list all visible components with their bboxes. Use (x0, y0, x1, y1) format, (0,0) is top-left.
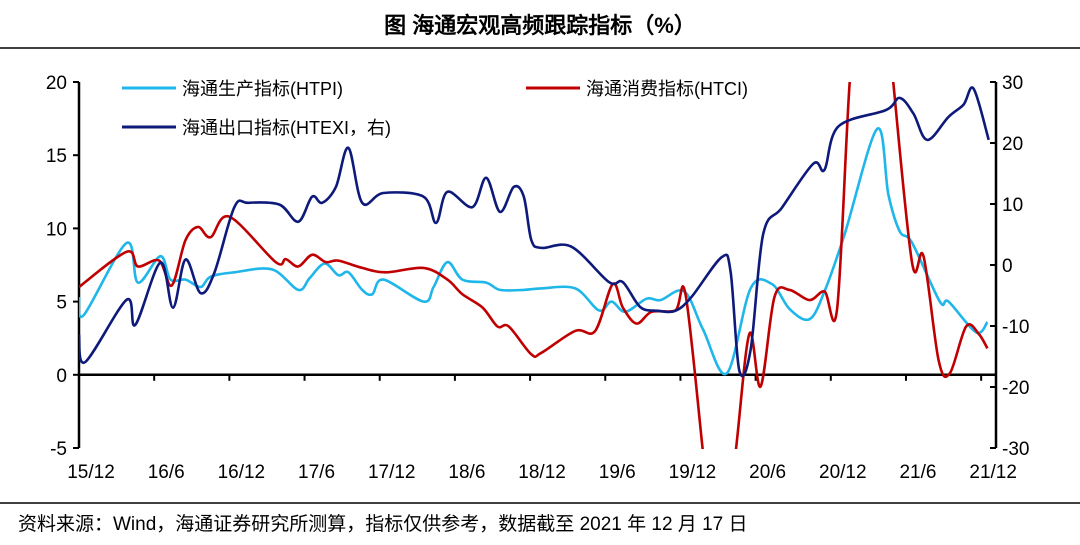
right-axis-tick-label: -20 (1002, 378, 1029, 399)
left-axis-tick-label: 5 (56, 293, 67, 314)
right-axis-tick-label: 10 (1002, 195, 1023, 216)
legend: 海通生产指标(HTPI) 海通消费指标(HTCI) 海通出口指标(HTEXI，右) (122, 79, 748, 138)
left-axis-tick-label: 20 (46, 73, 67, 94)
right-axis-tick-label: 20 (1002, 134, 1023, 155)
series-line-htpi (79, 127, 989, 376)
left-axis-tick-label: 0 (56, 366, 67, 387)
axes: -5 0 5 10 15 20 -30 -20 -10 0 10 20 30 15/12 16/6 16/12… (46, 73, 1030, 483)
x-axis-tick-label: 19/12 (669, 462, 717, 483)
left-axis-tick-label: -5 (50, 439, 67, 460)
right-axis-tick-label: 0 (1002, 256, 1013, 277)
x-axis-tick-label: 20/12 (819, 462, 867, 483)
right-axis-tick-label: -30 (1002, 439, 1029, 460)
x-axis-tick-label: 15/12 (67, 462, 115, 483)
x-axis-tick-label: 17/12 (368, 462, 416, 483)
series-group (79, 82, 990, 449)
x-axis-tick-label: 18/6 (448, 462, 485, 483)
series-line-htexi (79, 86, 990, 378)
x-axis-tick-label: 17/6 (298, 462, 335, 483)
source-note: 资料来源：Wind，海通证券研究所测算，指标仅供参考，数据截至 2021 年 1… (18, 513, 748, 535)
x-axis-tick-label: 20/6 (749, 462, 786, 483)
x-axis-tick-label: 21/6 (899, 462, 936, 483)
legend-label-htexi: 海通出口指标(HTEXI，右) (182, 118, 391, 138)
x-axis-tick-label: 16/12 (218, 462, 266, 483)
left-axis-tick-label: 10 (46, 219, 67, 240)
left-axis-tick-label: 15 (46, 146, 67, 167)
x-axis-tick-label: 21/12 (969, 462, 1017, 483)
right-axis-tick-label: 30 (1002, 73, 1023, 94)
legend-label-htpi: 海通生产指标(HTPI) (182, 79, 343, 99)
series-line-htci (79, 82, 989, 449)
legend-label-htci: 海通消费指标(HTCI) (586, 79, 748, 99)
chart-title: 图 海通宏观高频跟踪指标（%） (384, 13, 696, 38)
x-axis-tick-label: 19/6 (599, 462, 636, 483)
x-axis-tick-label: 18/12 (518, 462, 566, 483)
right-axis-tick-label: -10 (1002, 317, 1029, 338)
x-axis-tick-label: 16/6 (148, 462, 185, 483)
